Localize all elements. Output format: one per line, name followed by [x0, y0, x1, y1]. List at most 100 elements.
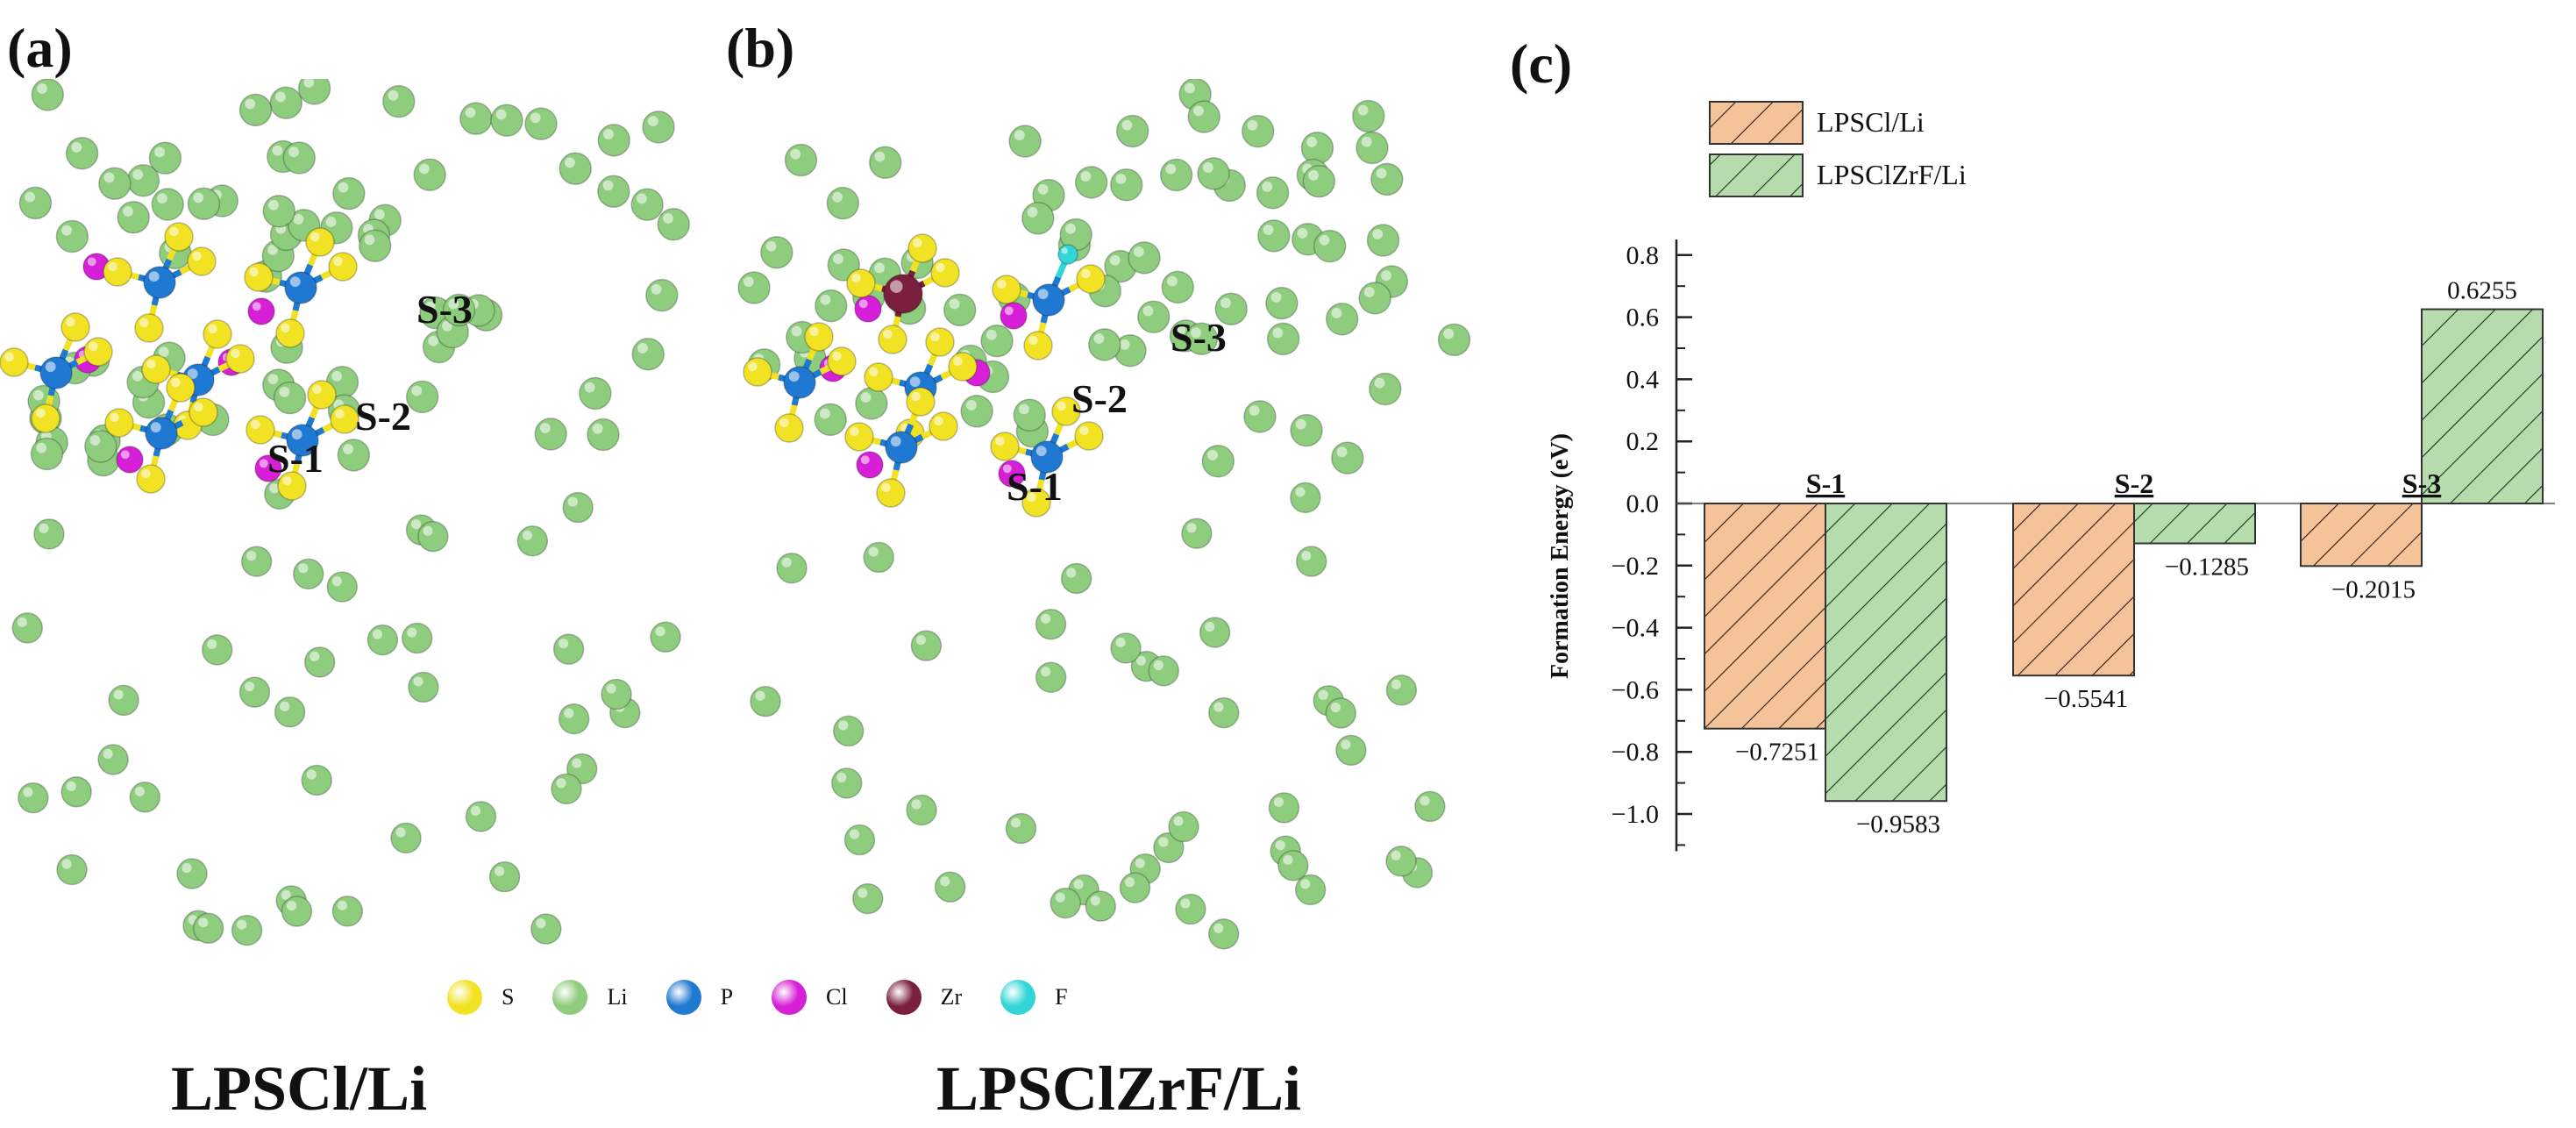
atom-li — [1136, 300, 1171, 334]
caption-a: LPSCl/Li — [171, 1053, 428, 1124]
atom-li — [852, 882, 884, 915]
atom-cl — [998, 460, 1026, 488]
atom-s — [328, 252, 358, 282]
atom-li — [1208, 696, 1240, 729]
caption-b: LPSClZrF/Li — [936, 1053, 1302, 1124]
atom-p — [143, 266, 176, 299]
atom-li — [1197, 157, 1230, 190]
atom-s — [743, 357, 772, 387]
atom-li — [465, 801, 497, 832]
category-label: S-1 — [1806, 468, 1845, 499]
atom-li — [815, 289, 848, 323]
legend-swatch — [1709, 101, 1804, 145]
atom-li — [597, 124, 630, 157]
atom-f — [1057, 244, 1078, 265]
atom-s — [907, 233, 937, 263]
atom-li — [490, 104, 523, 138]
atom-li — [910, 630, 943, 661]
atom-legend-swatch — [772, 980, 808, 1015]
atom-legend-label: P — [720, 984, 734, 1010]
atom-li — [650, 621, 681, 653]
atom-li — [18, 186, 53, 220]
atom-s — [104, 408, 134, 438]
structure-b — [737, 79, 1471, 950]
atom-legend-item: P — [665, 980, 734, 1015]
atom-li — [1370, 162, 1404, 196]
atom-li — [750, 685, 781, 717]
atom-li — [1008, 125, 1042, 158]
atom-li — [760, 235, 793, 269]
atom-li — [382, 84, 416, 118]
atom-li — [814, 403, 847, 437]
legend-item: LPSCl/Li — [1709, 101, 1925, 145]
atom-li — [1021, 202, 1055, 235]
atom-li — [1187, 100, 1220, 133]
atom-li — [1290, 482, 1321, 514]
structure-a — [0, 79, 691, 946]
atom-li — [1358, 282, 1391, 315]
atom-li — [980, 324, 1014, 358]
atom-li — [642, 111, 675, 144]
atom-legend-swatch — [552, 980, 588, 1015]
atom-li — [1050, 887, 1081, 919]
atom-s — [1021, 488, 1051, 518]
atom-li — [645, 278, 679, 312]
atom-li — [1414, 790, 1446, 823]
atom-s — [1023, 331, 1053, 361]
bar-s-2-lpsclzrf — [2133, 503, 2256, 545]
atom-s — [1076, 264, 1106, 294]
atom-li — [401, 622, 433, 654]
atom-legend-label: F — [1055, 984, 1068, 1010]
atom-li — [1199, 617, 1231, 648]
bar-s-1-lpscl — [1704, 503, 1826, 730]
atom-li — [417, 520, 449, 553]
atom-li — [1266, 322, 1300, 356]
atom-li — [1153, 832, 1185, 864]
atom-li — [65, 137, 99, 170]
atom-s — [31, 403, 60, 433]
atom-legend-item: Zr — [886, 980, 962, 1015]
atom-p — [39, 356, 73, 389]
atom-li — [151, 188, 185, 221]
atom-s — [275, 318, 305, 348]
atom-li — [281, 896, 313, 927]
legend-item: LPSClZrF/Li — [1709, 153, 1967, 197]
legend-label: LPSCl/Li — [1817, 106, 1925, 138]
atom-li — [33, 518, 65, 550]
atom-li — [11, 612, 44, 644]
atom-p — [885, 431, 918, 464]
atom-li — [1300, 132, 1334, 165]
atom-li — [1257, 219, 1291, 253]
atom-li — [1325, 303, 1359, 336]
atom-li — [1243, 400, 1277, 433]
atom-li — [297, 79, 331, 105]
atom-li — [1256, 176, 1290, 210]
legend-label: LPSClZrF/Li — [1817, 159, 1967, 190]
atom-li — [292, 558, 324, 590]
atom-li — [238, 93, 273, 127]
atom-li — [601, 678, 632, 710]
atom-li — [117, 200, 150, 234]
atom-li — [1035, 661, 1067, 693]
atom-li — [97, 744, 129, 775]
formation-energy-chart: 0.8 0.6 0.4 0.2 0.0 −0.2 −0.4 −0.6 −0.8 −1.0 Forma… — [1547, 101, 2555, 852]
atom-li — [56, 853, 88, 886]
atom-li — [737, 271, 771, 304]
atom-p — [1032, 283, 1065, 317]
atom-legend-item: Cl — [772, 980, 848, 1015]
y-axis-label: Formation Energy (eV) — [1547, 433, 1574, 679]
atom-legend-label: Cl — [826, 984, 848, 1010]
atom-li — [108, 684, 139, 717]
atom-li — [273, 381, 307, 415]
atom-li — [1335, 734, 1367, 767]
panel-label-b: (b) — [726, 17, 795, 79]
atom-li — [960, 395, 993, 428]
atom-li — [60, 776, 92, 808]
atom-s — [136, 464, 166, 494]
atom-li — [1265, 286, 1299, 320]
atom-li — [18, 782, 49, 814]
atom-s — [187, 246, 217, 276]
atom-li — [630, 188, 664, 221]
atom-s — [60, 312, 90, 342]
y-tick-label: 0.8 — [1626, 241, 1660, 270]
